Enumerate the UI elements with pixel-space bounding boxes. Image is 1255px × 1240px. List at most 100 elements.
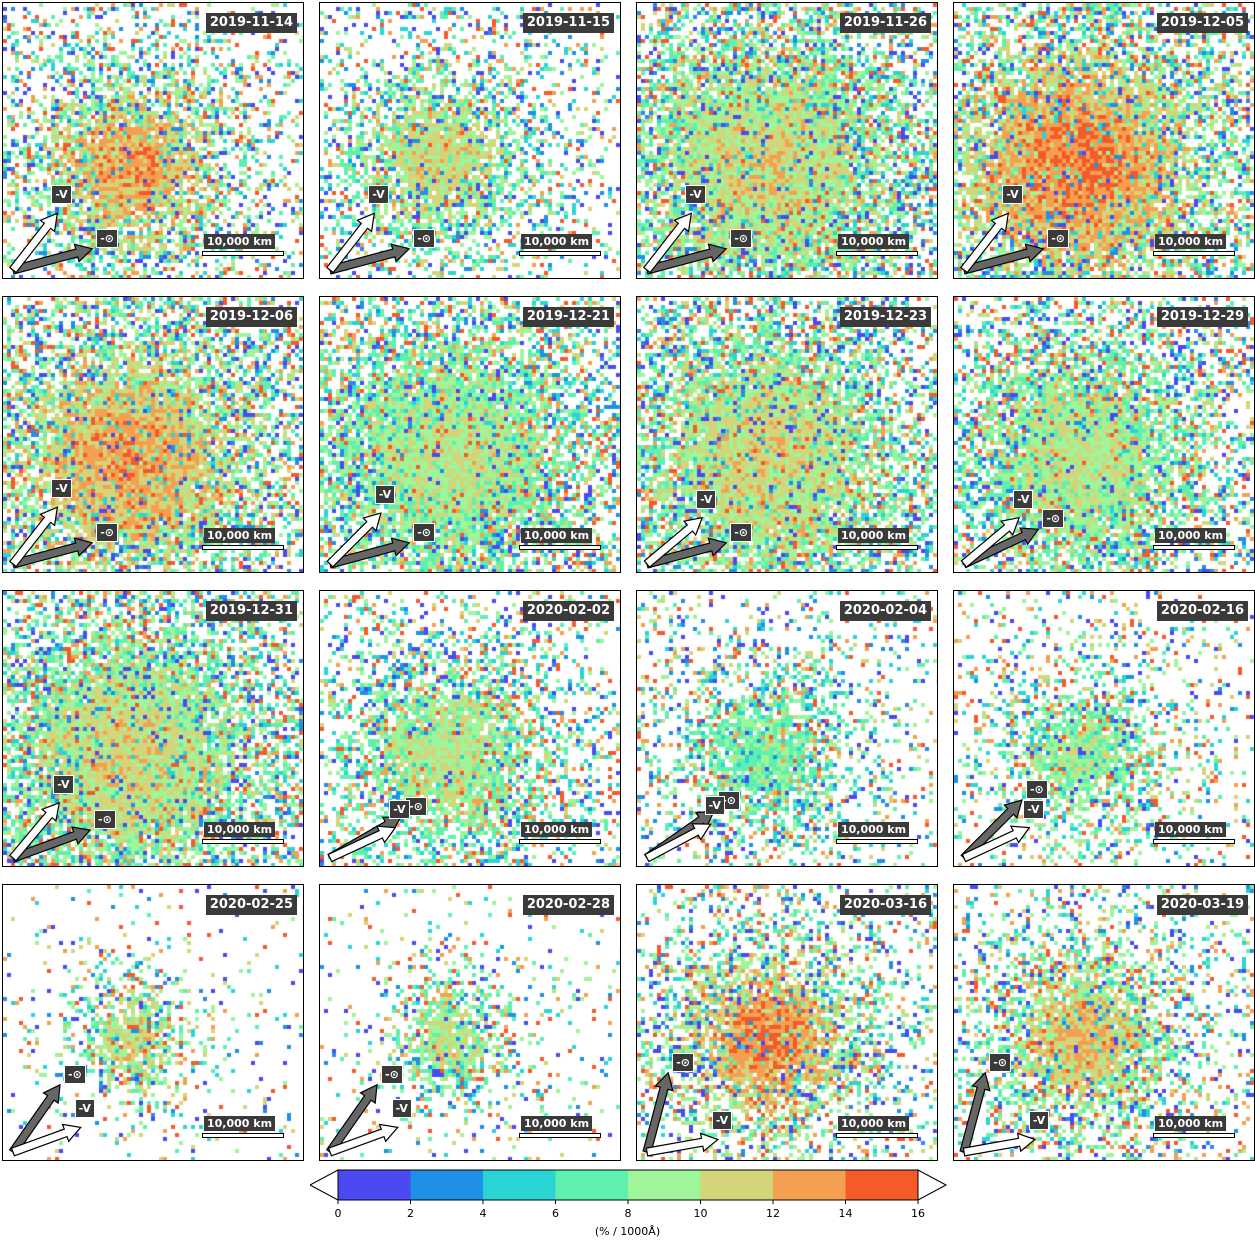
velocity-direction-arrow [325, 212, 376, 274]
colorbar-segment [410, 1170, 484, 1200]
emission-map [637, 591, 937, 866]
direction-arrows [8, 506, 94, 569]
direction-arrows [8, 1083, 82, 1157]
velocity-direction-arrow [327, 825, 397, 863]
scale-bar-label: 10,000 km [204, 528, 276, 543]
direction-arrows [325, 212, 411, 275]
velocity-direction-arrow [645, 1132, 720, 1157]
colorbar-segment [338, 1170, 411, 1200]
direction-arrows [327, 816, 403, 863]
velocity-direction-label: -V [51, 185, 72, 205]
velocity-direction-label: -V [1028, 1111, 1050, 1131]
colorbar-under-extension [310, 1169, 339, 1201]
velocity-direction-arrow [326, 512, 382, 568]
date-label: 2019-12-05 [1156, 13, 1248, 33]
scale-bar-label: 10,000 km [204, 234, 276, 249]
colorbar-tick-label: 4 [479, 1207, 487, 1220]
image-panel: 2019-12-31 10,000 km -⊙ -V [2, 590, 304, 867]
emission-map [637, 885, 937, 1160]
image-panel: 2019-11-14 10,000 km -⊙ -V [2, 2, 304, 279]
image-panel: 2020-03-16 10,000 km -⊙ -V [636, 884, 938, 1161]
scale-bar-label: 10,000 km [521, 528, 593, 543]
direction-arrows [960, 799, 1031, 863]
velocity-direction-arrow [327, 1123, 399, 1157]
velocity-direction-arrow [9, 801, 61, 862]
image-panel: 2019-11-26 10,000 km -⊙ -V [636, 2, 938, 279]
sun-direction-label: -⊙ [64, 1064, 86, 1084]
date-label: 2019-12-21 [522, 307, 614, 327]
image-panel: 2019-12-21 10,000 km -⊙ -V [319, 296, 621, 573]
emission-map [954, 3, 1254, 278]
direction-arrows [325, 1083, 399, 1157]
image-panel: 2020-02-02 10,000 km -⊙ -V [319, 590, 621, 867]
sun-direction-arrow [8, 1083, 61, 1156]
date-label: 2019-12-06 [205, 307, 297, 327]
emission-map [3, 885, 303, 1160]
velocity-direction-arrow [962, 1132, 1037, 1157]
direction-arrows [326, 512, 411, 569]
emission-map [320, 885, 620, 1160]
sun-direction-arrow [642, 1071, 674, 1154]
velocity-direction-label: -V [389, 799, 410, 819]
scale-bar [836, 545, 918, 550]
colorbar [310, 1169, 948, 1204]
scale-bar [1153, 251, 1235, 256]
sun-direction-label: -⊙ [405, 797, 427, 816]
sun-direction-label: -⊙ [413, 228, 435, 248]
date-label: 2020-03-19 [1156, 895, 1248, 915]
velocity-direction-label: -V [374, 485, 396, 505]
colorbar-segment [773, 1170, 846, 1200]
direction-arrows [642, 1071, 720, 1157]
date-label: 2019-11-15 [522, 13, 614, 33]
sun-direction-label: -⊙ [1042, 509, 1065, 529]
scale-bar-label: 10,000 km [1155, 822, 1227, 837]
date-label: 2019-12-29 [1156, 307, 1248, 327]
colorbar-tick-label: 8 [624, 1207, 632, 1220]
velocity-direction-arrow [8, 506, 59, 568]
image-panel: 2020-03-19 10,000 km -⊙ -V [953, 884, 1255, 1161]
velocity-direction-label: -V [53, 774, 74, 794]
colorbar-over-extension [917, 1169, 948, 1201]
scale-bar [836, 1133, 918, 1138]
colorbar-unit-label: (% / 1000Å) [594, 1225, 661, 1238]
scale-bar-label: 10,000 km [838, 234, 910, 249]
scale-bar [202, 545, 284, 550]
velocity-direction-arrow [10, 1123, 82, 1157]
colorbar-tick-label: 14 [838, 1207, 853, 1220]
velocity-direction-arrow [643, 516, 704, 568]
colorbar-segment [483, 1170, 556, 1200]
image-panel: 2020-02-28 10,000 km -⊙ -V [319, 884, 621, 1161]
scale-bar [519, 251, 601, 256]
velocity-direction-arrow [960, 516, 1021, 568]
scale-bar-label: 10,000 km [204, 822, 276, 837]
date-label: 2020-03-16 [839, 895, 931, 915]
date-label: 2020-02-25 [205, 895, 297, 915]
image-panel: 2019-12-05 10,000 km -⊙ -V [953, 2, 1255, 279]
emission-map [3, 297, 303, 572]
scale-bar [1153, 1133, 1235, 1138]
date-label: 2019-11-14 [205, 13, 297, 33]
velocity-direction-label: -V [1013, 489, 1034, 509]
scale-bar-label: 10,000 km [521, 822, 593, 837]
velocity-direction-label: -V [1002, 185, 1023, 205]
scale-bar [519, 545, 601, 550]
velocity-direction-label: -V [74, 1099, 95, 1119]
sun-direction-label: -⊙ [1025, 780, 1048, 800]
sun-direction-label: -⊙ [96, 228, 118, 248]
date-label: 2020-02-02 [522, 601, 614, 621]
date-label: 2019-11-26 [839, 13, 931, 33]
scale-bar-label: 10,000 km [838, 1116, 910, 1131]
image-panel: 2019-12-29 10,000 km -⊙ -V [953, 296, 1255, 573]
image-panel: 2019-11-15 10,000 km -⊙ -V [319, 2, 621, 279]
direction-arrows [643, 810, 716, 863]
date-label: 2019-12-23 [839, 307, 931, 327]
image-panel: 2020-02-16 10,000 km -⊙ -V [953, 590, 1255, 867]
sun-direction-arrow [959, 1071, 991, 1154]
date-label: 2020-02-16 [1156, 601, 1248, 621]
emission-map [320, 591, 620, 866]
sun-direction-label: -⊙ [730, 228, 752, 248]
colorbar-tick-label: 0 [334, 1207, 342, 1220]
velocity-direction-label: -V [391, 1099, 412, 1119]
emission-map [3, 591, 303, 866]
sun-direction-label: -⊙ [672, 1052, 695, 1072]
